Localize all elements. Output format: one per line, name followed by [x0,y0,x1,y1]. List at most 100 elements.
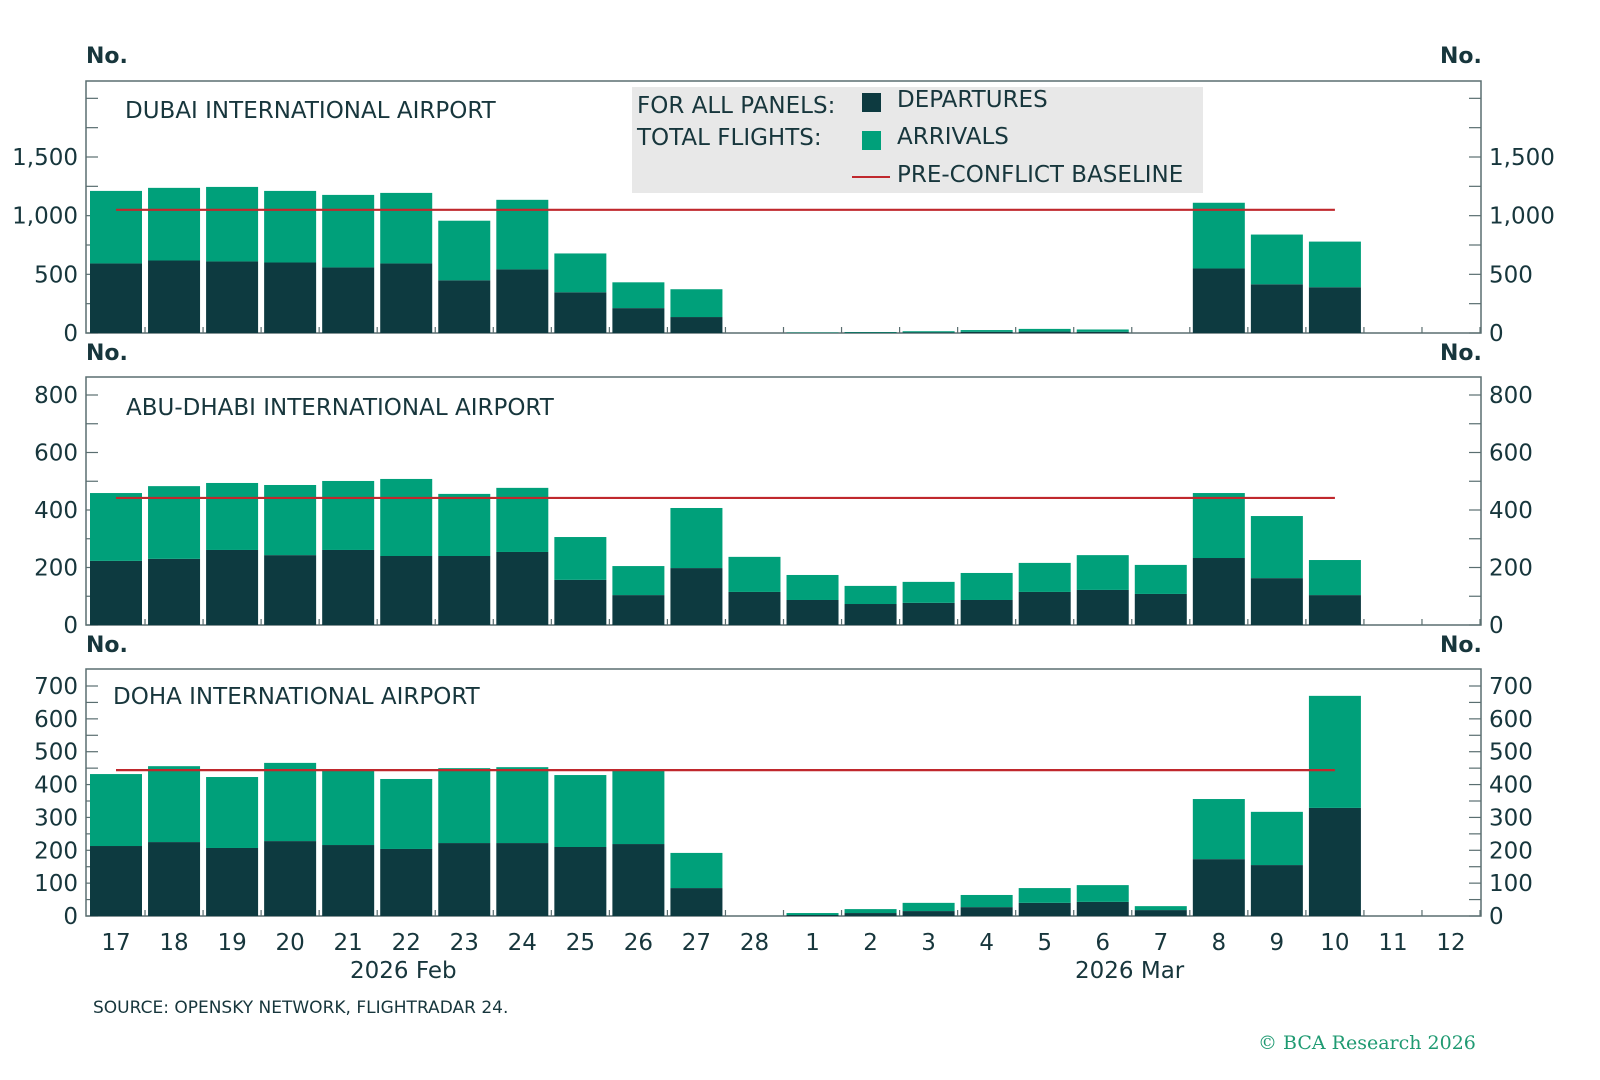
panel1-bar-departures-23 [438,280,491,333]
x-tick-label-5: 5 [1037,930,1052,956]
panel2-bar-arrivals-7 [1134,564,1187,594]
panel1-ytick-label-left: 0 [63,321,78,347]
x-tick-label-2: 2 [863,930,878,956]
panel1-bar-arrivals-3 [902,331,955,333]
x-tick-label-3: 3 [921,930,936,956]
panel1-bar-departures-24 [496,269,549,333]
panel3-bar-arrivals-20 [264,762,317,842]
panel3-bar-arrivals-17 [90,774,142,847]
x-tick-label-11: 11 [1378,930,1407,956]
panel2-bar-departures-2 [844,604,897,625]
legend-arrivals-label: ARRIVALS [897,124,1009,150]
panel3-bar-arrivals-18 [148,766,201,843]
panel2-ylabel-left: No. [86,341,128,366]
x-tick-label-24: 24 [508,930,537,956]
panel3-bar-arrivals-1 [786,913,839,916]
panel2-bar-arrivals-26 [612,566,665,596]
panel2-bar-departures-17 [90,560,142,625]
panel2-bar-arrivals-6 [1076,555,1129,590]
panel2-bar-arrivals-25 [554,537,607,580]
panel1-bar-arrivals-24 [496,199,549,270]
panel1-bar-departures-3 [902,332,955,333]
panel2-ytick-label-left: 600 [34,441,78,467]
panel3-ytick-label-left: 100 [34,871,78,897]
x-tick-label-19: 19 [217,930,246,956]
panel3-bar-departures-5 [1018,902,1071,916]
panel1-bar-arrivals-23 [438,220,491,281]
panel1-bar-arrivals-4 [960,330,1013,332]
panel3-ytick-label-right: 500 [1489,740,1533,766]
panel2-bar-departures-9 [1250,578,1303,625]
panel1-bar-departures-6 [1076,331,1129,333]
panel1-ytick-label-left: 500 [34,262,78,288]
panel2-bar-departures-26 [612,595,665,625]
panel3-ytick-label-left: 500 [34,740,78,766]
x-tick-label-10: 10 [1320,930,1349,956]
panel2-bar-departures-27 [670,568,723,625]
panel3-ytick-label-right: 200 [1489,838,1533,864]
panel1-ytick-label-right: 1,500 [1489,145,1555,171]
panel2-bar-arrivals-28 [728,556,781,592]
panel3-bar-departures-20 [264,841,317,916]
panel3-bar-arrivals-2 [844,909,897,914]
x-tick-label-18: 18 [159,930,188,956]
panel1-bar-departures-5 [1018,331,1071,333]
panel1-bar-arrivals-8 [1192,202,1245,269]
x-tick-label-20: 20 [275,930,304,956]
panel3-bar-departures-3 [902,911,955,916]
panel2-bar-arrivals-4 [960,572,1013,600]
panel3-ytick-label-right: 600 [1489,707,1533,733]
panel1-ytick-label-left: 1,000 [12,204,78,230]
panel2-ytick-label-right: 800 [1489,383,1533,409]
panel2-bar-arrivals-2 [844,585,897,605]
panel3-bar-departures-23 [438,843,491,916]
panel3-bar-departures-25 [554,847,607,916]
panel2-bar-departures-22 [380,556,433,625]
panel3-bar-arrivals-26 [612,770,665,845]
panel3-ytick-label-left: 600 [34,707,78,733]
panel2-bar-departures-28 [728,591,781,625]
panel2-bar-departures-25 [554,579,607,625]
panel1-bar-arrivals-21 [322,194,375,268]
panel2-bar-departures-8 [1192,558,1245,625]
panel3-bar-departures-9 [1250,865,1303,916]
panel2-ytick-label-right: 600 [1489,441,1533,467]
panel3-bar-arrivals-21 [322,770,375,846]
copyright-logo: © BCA Research 2026 [1258,1032,1476,1054]
panel2-bar-arrivals-22 [380,478,433,556]
panel2-bar-departures-3 [902,602,955,625]
panel2-bar-departures-24 [496,551,549,625]
panel2-bar-arrivals-27 [670,507,723,569]
panel3-ytick-label-right: 0 [1489,904,1504,930]
panel2-bar-departures-23 [438,556,491,625]
panel2-ytick-label-left: 400 [34,498,78,524]
panel3-bar-arrivals-6 [1076,885,1129,902]
panel1-ylabel-left: No. [86,44,128,69]
panel1-bar-departures-4 [960,331,1013,333]
panel2-bar-arrivals-1 [786,574,839,600]
panel1-bar-departures-25 [554,292,607,333]
panel2-bar-arrivals-9 [1250,516,1303,579]
legend-departures-label: DEPARTURES [897,87,1048,113]
panel3-bar-arrivals-22 [380,778,433,849]
panel1-bar-arrivals-17 [90,190,142,264]
legend-baseline-label: PRE-CONFLICT BASELINE [897,162,1184,188]
panel1-bar-departures-26 [612,308,665,333]
panel3-bar-departures-7 [1134,910,1187,916]
panel1-bar-departures-10 [1308,287,1361,333]
panel2-bar-departures-6 [1076,589,1129,625]
panel2-bar-departures-10 [1308,595,1361,625]
panel2-bar-departures-18 [148,558,201,625]
panel1-bar-arrivals-10 [1308,241,1361,288]
x-month-label-feb: 2026 Feb [350,958,457,984]
panel1-bar-departures-20 [264,262,317,333]
panel2-bar-arrivals-17 [90,493,142,561]
panel3-ytick-label-right: 700 [1489,674,1533,700]
panel2-bar-departures-20 [264,555,317,625]
panel2-bar-arrivals-5 [1018,562,1071,592]
panel2-bar-arrivals-8 [1192,493,1245,559]
panel2-bar-departures-21 [322,549,375,625]
panel2-ytick-label-left: 800 [34,383,78,409]
panel1-bar-arrivals-27 [670,289,723,318]
